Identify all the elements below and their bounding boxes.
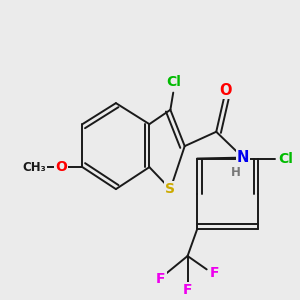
Text: CH₃: CH₃ [23,160,46,174]
Text: H: H [230,167,240,179]
Text: Cl: Cl [279,152,293,166]
Text: Cl: Cl [166,75,181,89]
Text: N: N [237,150,249,165]
Text: F: F [183,284,192,297]
Text: O: O [56,160,68,174]
Text: S: S [165,182,176,196]
Text: F: F [210,266,219,280]
Text: O: O [220,83,232,98]
Text: F: F [156,272,166,286]
